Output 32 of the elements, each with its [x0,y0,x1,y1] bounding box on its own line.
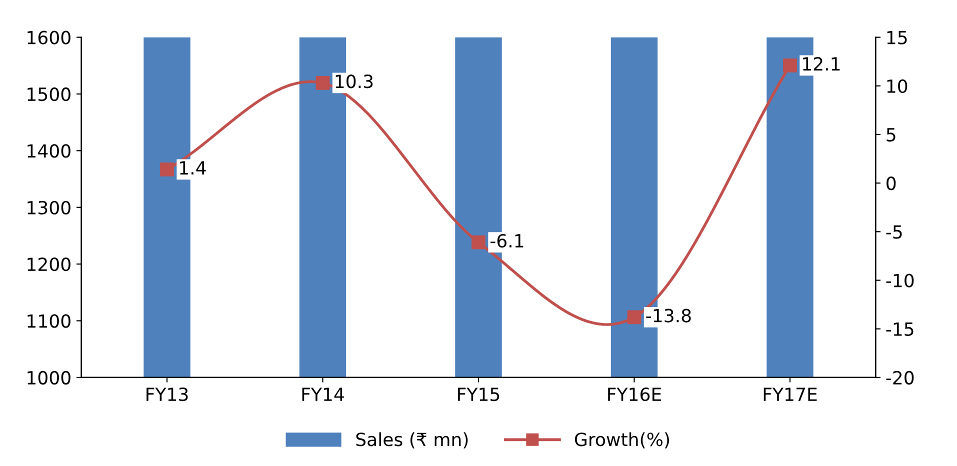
x-tick-label: FY16E [608,388,661,402]
y-tick-label: 1200 [28,258,70,272]
y2-tick-label: -15 [886,322,914,336]
y-tick-label: 1600 [28,30,70,44]
y-tick-label: 1300 [28,200,70,214]
y-tick-label: 1100 [28,314,70,328]
data-label: 12.1 [803,57,840,70]
x-tick-label: FY14 [302,388,344,401]
y2-tick-label: 10 [887,79,908,93]
x-tick-label: FY17E [764,388,817,401]
point [783,58,797,72]
y-tick-label: 1400 [28,144,70,158]
legend-label: Growth(%) [574,432,669,448]
y2-tick-label: 5 [886,128,896,142]
y2-tick-label: -10 [886,274,914,288]
point [627,310,642,324]
data-label: 1.4 [180,161,206,174]
point [472,235,486,250]
point [316,76,330,90]
x-tick-label: FY15 [458,388,500,402]
y-tick-label: 1000 [28,370,70,385]
point [160,162,174,176]
y-tick-label: 1500 [28,87,70,102]
legend-label: Sales (₹ mn) [356,432,468,448]
y2-tick-label: -5 [886,225,902,239]
x-tick-label: FY13 [146,388,188,402]
y2-tick-label: 0 [886,176,896,190]
data-label: -13.8 [646,308,691,322]
data-label: 10.3 [336,74,373,88]
y2-tick-label: -20 [886,370,914,385]
y2-tick-label: 15 [887,30,907,44]
data-label: -6.1 [490,234,524,248]
